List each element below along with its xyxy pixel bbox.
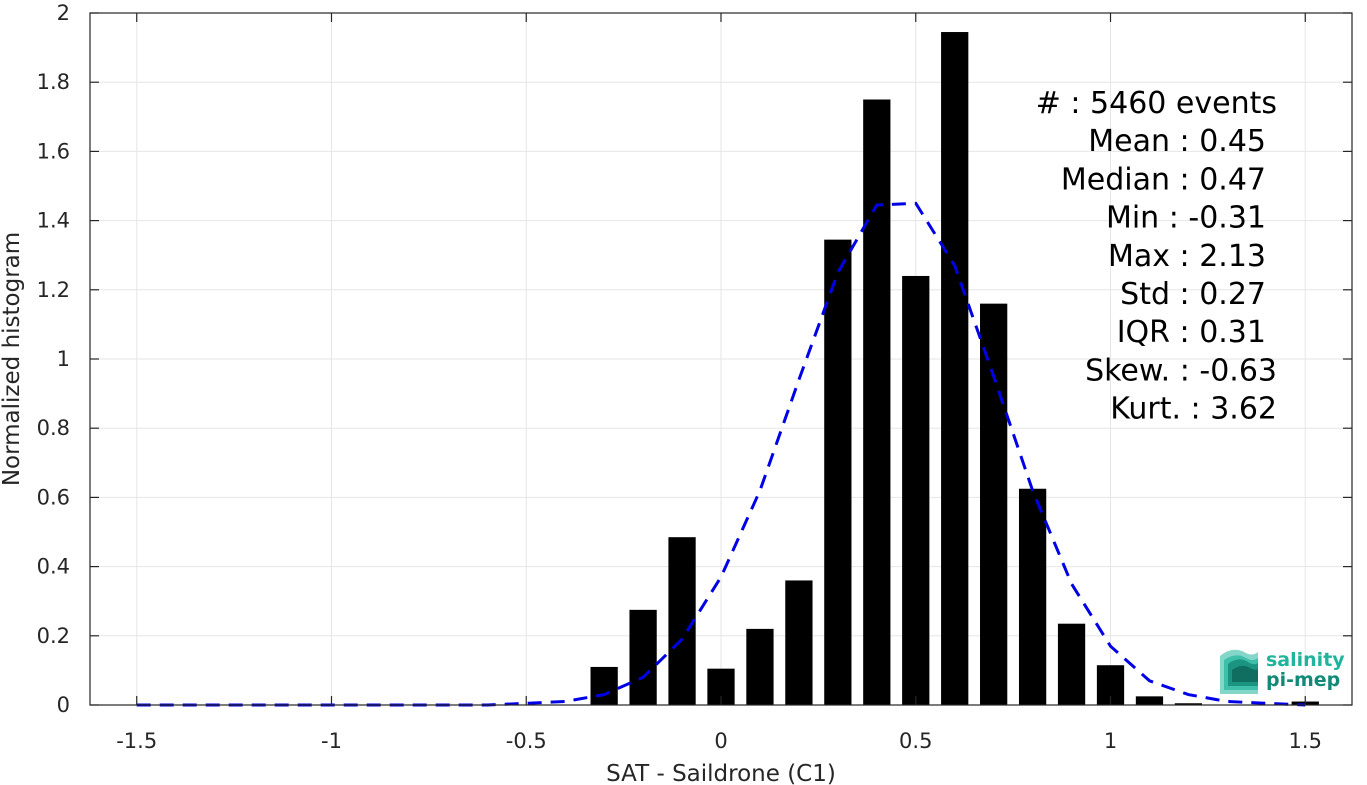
x-tick-label: -1.5 [116, 729, 157, 753]
y-tick-label: 0.6 [37, 485, 70, 509]
stat-line: Mean : 0.45 [1088, 124, 1266, 159]
stat-line: Min : -0.31 [1106, 201, 1266, 236]
salinity-pi-mep-logo: salinity pi-mep [1220, 649, 1345, 694]
x-axis-label: SAT - Saildrone (C1) [606, 761, 836, 785]
y-axis-label: Normalized histogram [0, 232, 25, 486]
histogram-bar [668, 537, 696, 705]
y-tick-label: 1.6 [37, 139, 70, 163]
y-tick-label: 0.8 [37, 416, 70, 440]
histogram-bar [629, 609, 657, 705]
histogram-bar [785, 580, 813, 705]
histogram-bar [863, 99, 891, 705]
stat-line: Kurt. : 3.62 [1110, 392, 1277, 427]
y-tick-label: 0.2 [37, 624, 70, 648]
x-tick-label: 0.5 [899, 729, 932, 753]
histogram-bar [1057, 623, 1086, 705]
y-tick-label: 1 [57, 347, 70, 371]
histogram-bar [590, 666, 618, 705]
y-axis-ticks: 0 0.2 0.4 0.6 0.8 1 1.2 1.4 1.6 1.8 2 [37, 1, 1352, 717]
stat-line: Skew. : -0.63 [1085, 353, 1277, 388]
x-tick-label: 0 [714, 729, 727, 753]
x-tick-label: 1.5 [1289, 729, 1322, 753]
y-tick-label: 1.4 [37, 209, 70, 233]
stat-line: Median : 0.47 [1061, 162, 1266, 197]
histogram-bar [941, 32, 969, 705]
histogram-bar [1135, 696, 1164, 705]
stat-line: # : 5460 events [1036, 86, 1277, 121]
histogram-bar [1018, 488, 1047, 705]
logo-text-salinity: salinity [1266, 649, 1345, 671]
stat-line: Std : 0.27 [1120, 277, 1266, 312]
wave-logo-icon [1220, 649, 1258, 694]
x-tick-label: -1 [321, 729, 342, 753]
histogram-bar [746, 628, 774, 705]
y-tick-label: 0 [57, 693, 70, 717]
x-axis-ticks: -1.5 -1 -0.5 0 0.5 1 1.5 [116, 13, 1322, 753]
y-tick-label: 1.2 [37, 278, 70, 302]
histogram-bar [902, 275, 930, 705]
histogram-bar [1174, 703, 1203, 705]
stat-line: Max : 2.13 [1108, 239, 1266, 274]
histogram-bar [980, 303, 1008, 705]
y-tick-label: 0.4 [37, 555, 70, 579]
histogram-bar [824, 239, 852, 705]
x-tick-label: 1 [1104, 729, 1117, 753]
x-tick-label: -0.5 [506, 729, 547, 753]
stat-line: IQR : 0.31 [1117, 315, 1266, 350]
histogram-bars [590, 32, 1319, 705]
y-tick-label: 1.8 [37, 70, 70, 94]
logo-text-pi-mep: pi-mep [1266, 669, 1340, 691]
y-tick-label: 2 [57, 1, 70, 25]
